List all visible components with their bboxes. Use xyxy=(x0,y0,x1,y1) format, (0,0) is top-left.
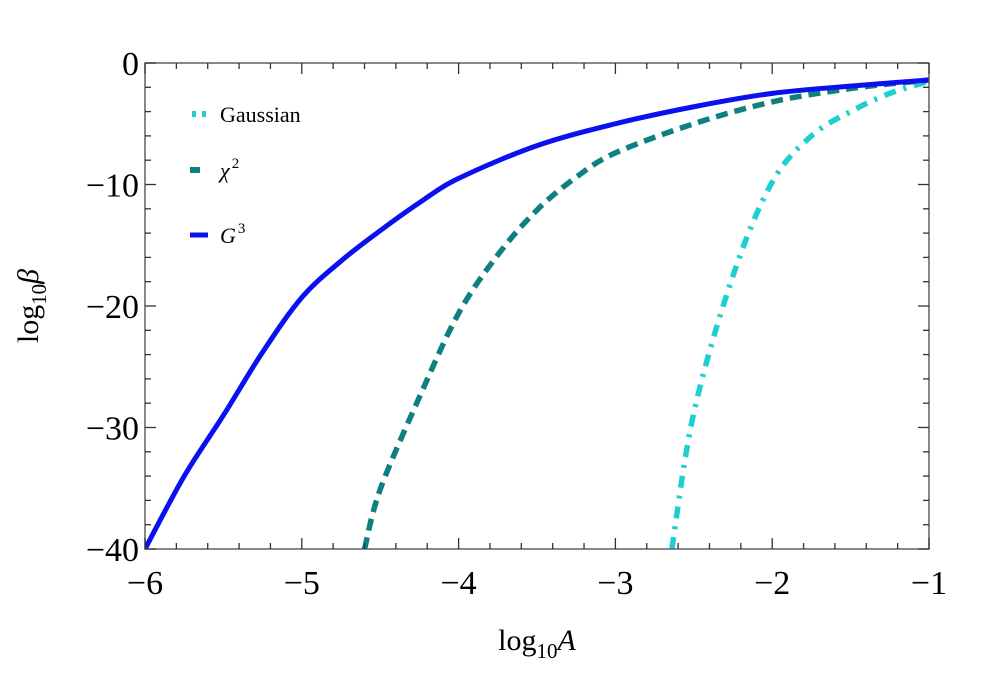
x-tick-label: −4 xyxy=(441,565,477,602)
x-tick-label: −5 xyxy=(284,565,320,602)
series-line-dashed xyxy=(361,77,929,549)
y-tick-label: −30 xyxy=(86,411,139,448)
y-tick-label: −20 xyxy=(86,289,139,326)
y-tick-label: 0 xyxy=(122,46,139,83)
x-tick-label: −1 xyxy=(911,565,947,602)
series-line-solid xyxy=(145,77,929,549)
axes xyxy=(144,62,930,550)
y-axis-title: log10β xyxy=(12,269,51,343)
series-line-dash-dot xyxy=(669,78,929,549)
x-tick-label: −2 xyxy=(754,565,790,602)
x-axis-title: log10A xyxy=(498,624,576,663)
legend-item: Gaussian xyxy=(192,102,301,127)
legend-label: Gaussian xyxy=(220,102,301,127)
x-tick-label: −3 xyxy=(597,565,633,602)
x-tick-label: −6 xyxy=(127,565,163,602)
y-tick-label: −40 xyxy=(86,532,139,569)
y-tick-label: −10 xyxy=(86,168,139,205)
plot-area xyxy=(145,77,929,549)
legend: Gaussian χ 2 G 3 xyxy=(190,102,301,248)
